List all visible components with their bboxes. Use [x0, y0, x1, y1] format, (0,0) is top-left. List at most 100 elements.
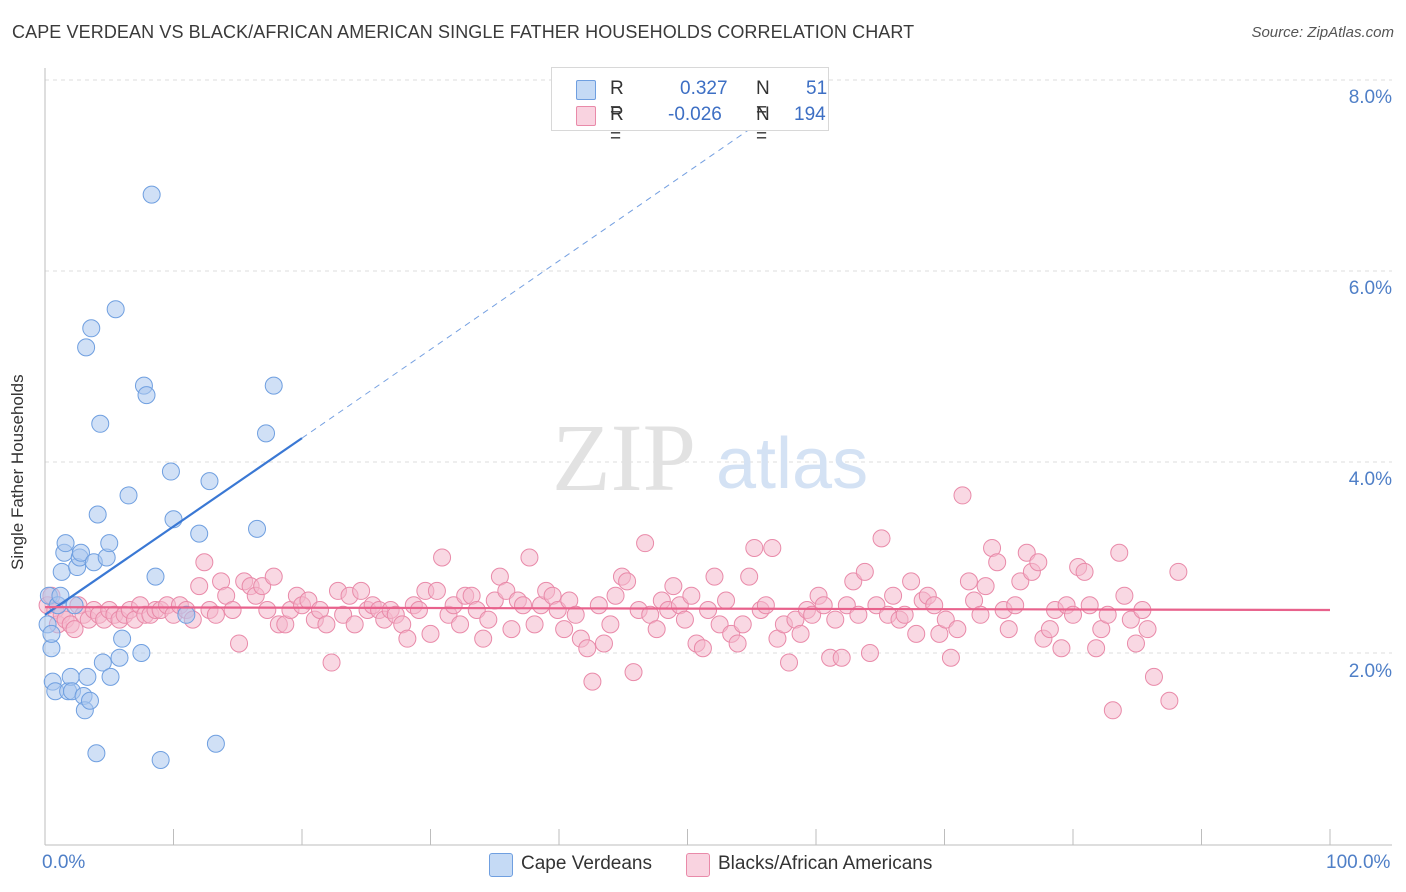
- data-point: [80, 691, 99, 710]
- data-point: [780, 653, 799, 672]
- data-point: [733, 615, 752, 634]
- data-point: [248, 519, 267, 538]
- legend-swatch-blue: [576, 80, 596, 100]
- data-point: [421, 624, 440, 643]
- legend-r-label: R =: [610, 104, 624, 147]
- data-point: [1040, 620, 1059, 639]
- watermark: ZIP atlas: [552, 404, 868, 511]
- data-point: [664, 577, 683, 596]
- data-point: [826, 610, 845, 629]
- data-point: [999, 620, 1018, 639]
- data-point: [756, 596, 775, 615]
- data-point: [1087, 639, 1106, 658]
- data-point: [113, 629, 132, 648]
- data-point: [78, 667, 97, 686]
- data-point: [100, 534, 119, 553]
- source-credit: Source: ZipAtlas.com: [1251, 24, 1394, 41]
- legend-r-value: 0.327: [680, 78, 728, 99]
- bottom-legend-label: Blacks/African Americans: [718, 853, 933, 874]
- data-point: [132, 644, 151, 662]
- data-point: [474, 629, 493, 648]
- data-point: [925, 596, 944, 615]
- data-point: [936, 610, 955, 629]
- legend-n-value: 194: [794, 104, 826, 125]
- data-point: [1052, 639, 1071, 658]
- data-point: [444, 596, 463, 615]
- legend-n-value: 51: [806, 78, 828, 99]
- data-point: [844, 572, 863, 591]
- data-point: [258, 601, 277, 620]
- data-point: [1110, 543, 1129, 562]
- data-point: [832, 648, 851, 667]
- data-point: [77, 338, 96, 357]
- data-point: [65, 596, 84, 615]
- data-point: [548, 601, 567, 620]
- data-point: [525, 615, 544, 634]
- data-point: [976, 577, 995, 596]
- data-point: [814, 596, 833, 615]
- data-point: [91, 414, 110, 433]
- bottom-legend-swatch-pink: [686, 853, 710, 877]
- data-point: [884, 586, 903, 605]
- data-point: [334, 605, 353, 624]
- data-point: [88, 505, 107, 524]
- data-point: [264, 567, 283, 586]
- data-point: [82, 319, 101, 338]
- data-point: [345, 615, 364, 634]
- data-point: [52, 562, 71, 581]
- data-point: [624, 663, 643, 682]
- data-point: [206, 734, 225, 753]
- data-point: [1103, 701, 1122, 720]
- data-point: [1121, 610, 1140, 629]
- y-tick-label-8: 8.0%: [1348, 87, 1392, 108]
- bottom-legend-label: Cape Verdeans: [521, 853, 652, 874]
- data-point: [907, 624, 926, 643]
- data-point: [93, 653, 112, 672]
- data-point: [555, 620, 574, 639]
- data-point: [740, 567, 759, 586]
- data-point: [647, 620, 666, 639]
- data-point: [206, 605, 225, 624]
- data-point: [502, 620, 521, 639]
- data-point: [479, 610, 498, 629]
- bottom-legend-swatch-blue: [489, 853, 513, 877]
- data-point: [71, 543, 90, 562]
- y-tick-label-2: 2.0%: [1348, 661, 1392, 682]
- data-point: [317, 615, 336, 634]
- legend-swatch-pink: [576, 106, 596, 126]
- data-point: [119, 486, 138, 505]
- axes: [44, 68, 1392, 846]
- data-point: [264, 376, 283, 395]
- data-point: [618, 572, 637, 591]
- data-point: [1029, 553, 1048, 572]
- data-point: [142, 185, 161, 204]
- data-point: [803, 605, 822, 624]
- data-point: [87, 744, 106, 763]
- trend-line-cape-verdeans-extension: [301, 127, 753, 439]
- data-point: [106, 300, 125, 319]
- data-point: [872, 529, 891, 548]
- data-point: [177, 605, 196, 624]
- legend-n-label: N =: [756, 78, 770, 121]
- data-point: [101, 667, 120, 686]
- data-point: [1006, 596, 1025, 615]
- data-point: [589, 596, 608, 615]
- data-point: [971, 605, 990, 624]
- data-point: [953, 486, 972, 505]
- data-point: [433, 548, 452, 567]
- y-tick-label-4: 4.0%: [1348, 469, 1392, 490]
- data-point: [1160, 691, 1179, 710]
- data-point: [514, 596, 533, 615]
- watermark-zip: ZIP: [552, 404, 696, 511]
- data-point: [151, 750, 170, 769]
- data-point: [1138, 620, 1157, 639]
- data-point: [566, 605, 585, 624]
- data-point: [791, 624, 810, 643]
- data-point: [594, 634, 613, 653]
- data-point: [322, 653, 341, 672]
- x-tick-label-min: 0.0%: [42, 852, 86, 873]
- data-point: [1011, 572, 1030, 591]
- watermark-atlas: atlas: [716, 424, 868, 504]
- data-point: [257, 424, 276, 443]
